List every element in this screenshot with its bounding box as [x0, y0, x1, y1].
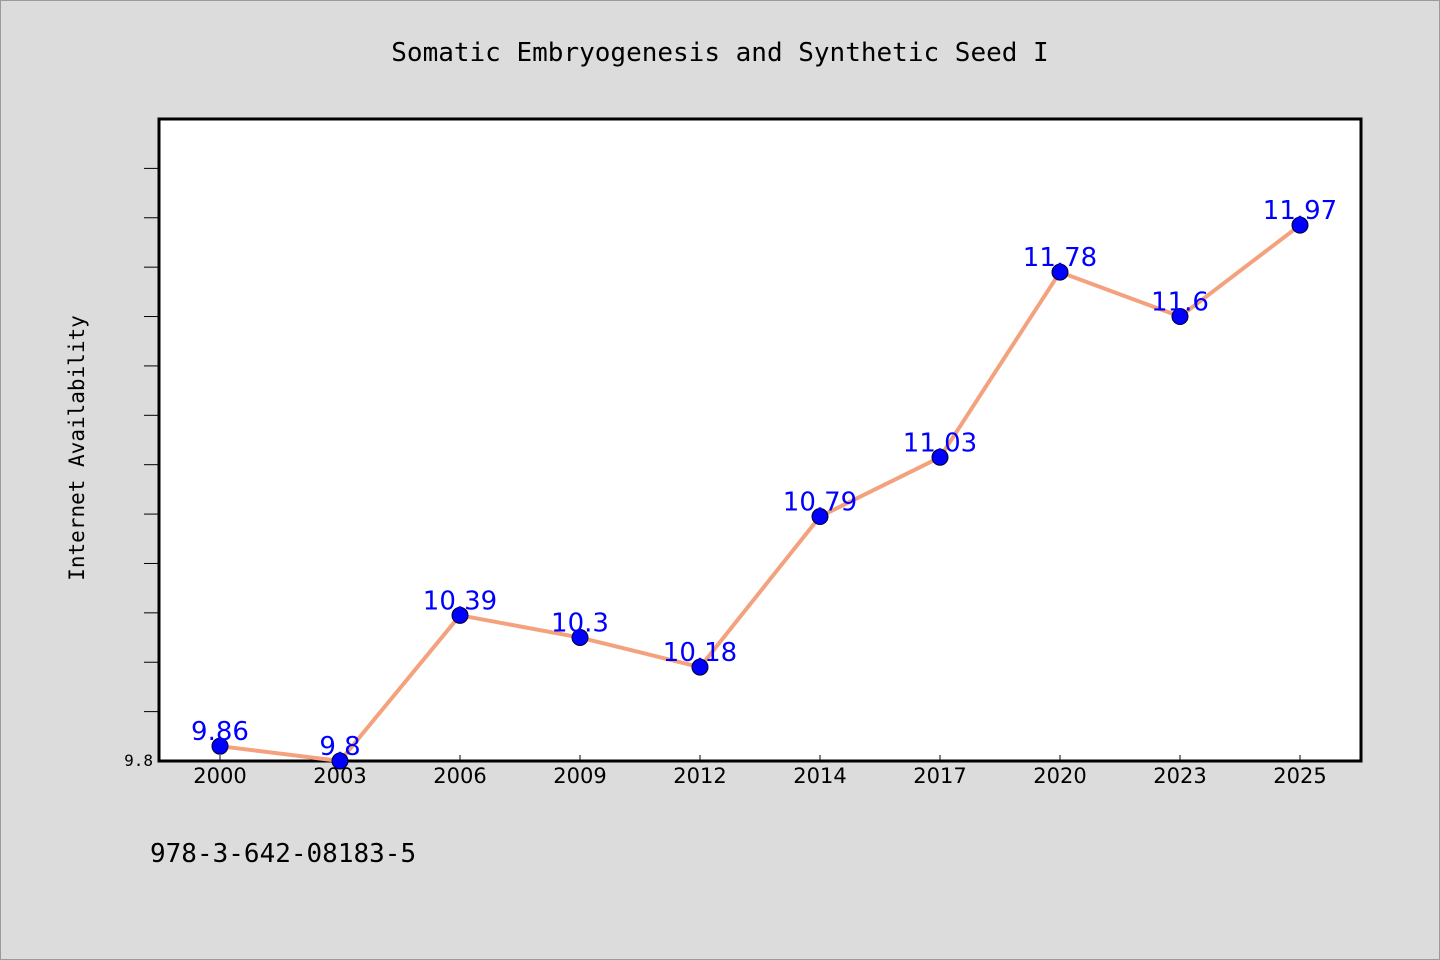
- x-tick-label: 2017: [913, 764, 966, 788]
- data-labels: 9.86 9.8 10.39 10.3 10.18 10.79 11.03 11.78 11.6…: [191, 196, 1337, 762]
- data-label: 9.86: [191, 717, 249, 747]
- data-point: [1051, 263, 1069, 281]
- data-point: [691, 658, 709, 676]
- data-point: [1291, 216, 1309, 234]
- data-label: 11.03: [903, 428, 977, 458]
- data-label: 11.78: [1023, 243, 1097, 273]
- data-label: 11.6: [1151, 288, 1209, 318]
- data-label: 11.97: [1263, 196, 1337, 226]
- x-tick-label: 2020: [1033, 764, 1086, 788]
- data-label: 10.18: [663, 638, 737, 668]
- footer-isbn: 978-3-642-08183-5: [150, 839, 416, 869]
- x-tick-label: 2014: [793, 764, 846, 788]
- x-tick-label: 2000: [193, 764, 246, 788]
- data-point: [571, 629, 589, 647]
- x-tick-label: 2012: [673, 764, 726, 788]
- x-tick-label: 2009: [553, 764, 606, 788]
- data-point: [451, 606, 469, 624]
- y-axis-label: Internet Availability: [65, 315, 89, 581]
- chart-title: Somatic Embryogenesis and Synthetic Seed…: [391, 38, 1048, 68]
- y-tick-label: 9.8: [124, 751, 153, 770]
- data-point: [331, 752, 349, 770]
- data-label: 9.8: [319, 732, 360, 762]
- data-label: 10.3: [551, 609, 609, 639]
- data-label: 10.79: [783, 488, 857, 518]
- series-line: [219, 223, 1302, 763]
- data-point: [1171, 308, 1189, 326]
- x-tick-label: 2023: [1153, 764, 1206, 788]
- x-tick-label: 2025: [1273, 764, 1326, 788]
- data-label: 10.39: [423, 586, 497, 616]
- x-axis-ticks: 2000 2003 2006 2009 2012 2014 2017 2020 2023 2025: [193, 755, 1327, 788]
- plot-area: [157, 117, 1363, 763]
- data-point: [211, 737, 229, 755]
- data-point: [931, 448, 949, 466]
- data-markers: [211, 216, 1309, 770]
- y-axis-ticks: 9.8: [124, 167, 158, 770]
- x-tick-label: 2006: [433, 764, 486, 788]
- data-point: [811, 508, 829, 526]
